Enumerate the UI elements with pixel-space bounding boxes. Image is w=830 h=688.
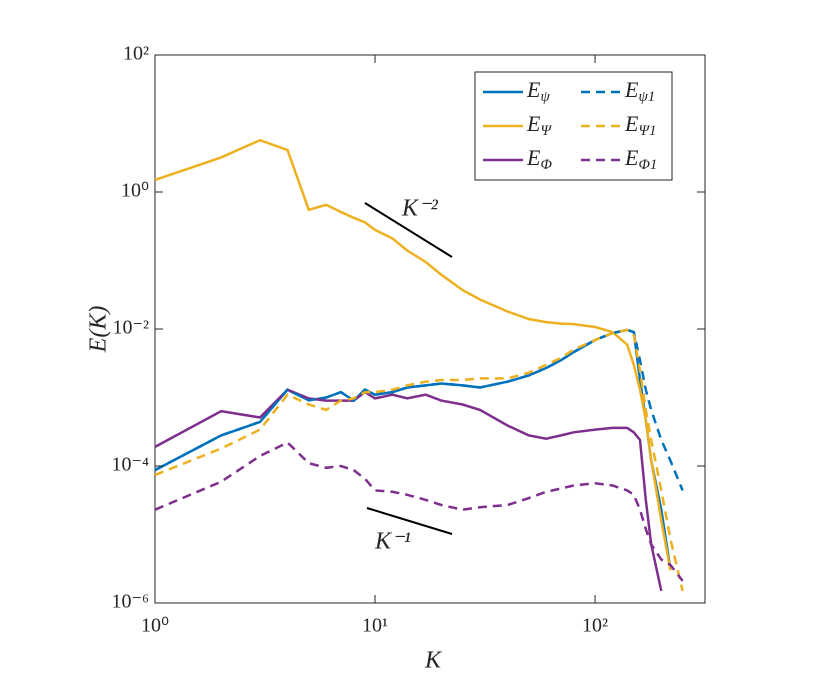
x-axis-label: K	[424, 648, 443, 674]
legend-label: Eψ	[526, 77, 550, 105]
annotation: K⁻¹	[374, 529, 411, 555]
y-tick-label: 10²	[123, 43, 149, 65]
annotation: K⁻²	[401, 196, 439, 222]
y-tick-label: 10⁰	[121, 180, 149, 202]
series-line	[154, 440, 684, 582]
slope-line	[366, 507, 453, 535]
legend-label: EΨ1	[624, 111, 657, 139]
y-tick-label: 10⁻²	[112, 317, 149, 339]
series-layer	[154, 138, 684, 592]
legend-label: EΦ1	[624, 145, 657, 173]
series-line	[154, 328, 684, 592]
slope-line	[364, 202, 453, 258]
y-tick-label: 10⁻⁴	[111, 454, 149, 476]
legend-label: Eψ1	[624, 77, 655, 105]
series-line	[154, 388, 663, 592]
legend-label: EΨ	[526, 111, 552, 139]
series-line	[154, 328, 684, 491]
x-tick-label: 10¹	[362, 615, 388, 637]
y-axis-label: E(K)	[86, 306, 112, 354]
legend-label: EΦ	[526, 145, 552, 173]
x-tick-label: 10²	[582, 615, 608, 637]
x-tick-label: 10⁰	[141, 615, 169, 637]
y-tick-label: 10⁻⁶	[111, 591, 149, 613]
series-line	[154, 138, 672, 571]
